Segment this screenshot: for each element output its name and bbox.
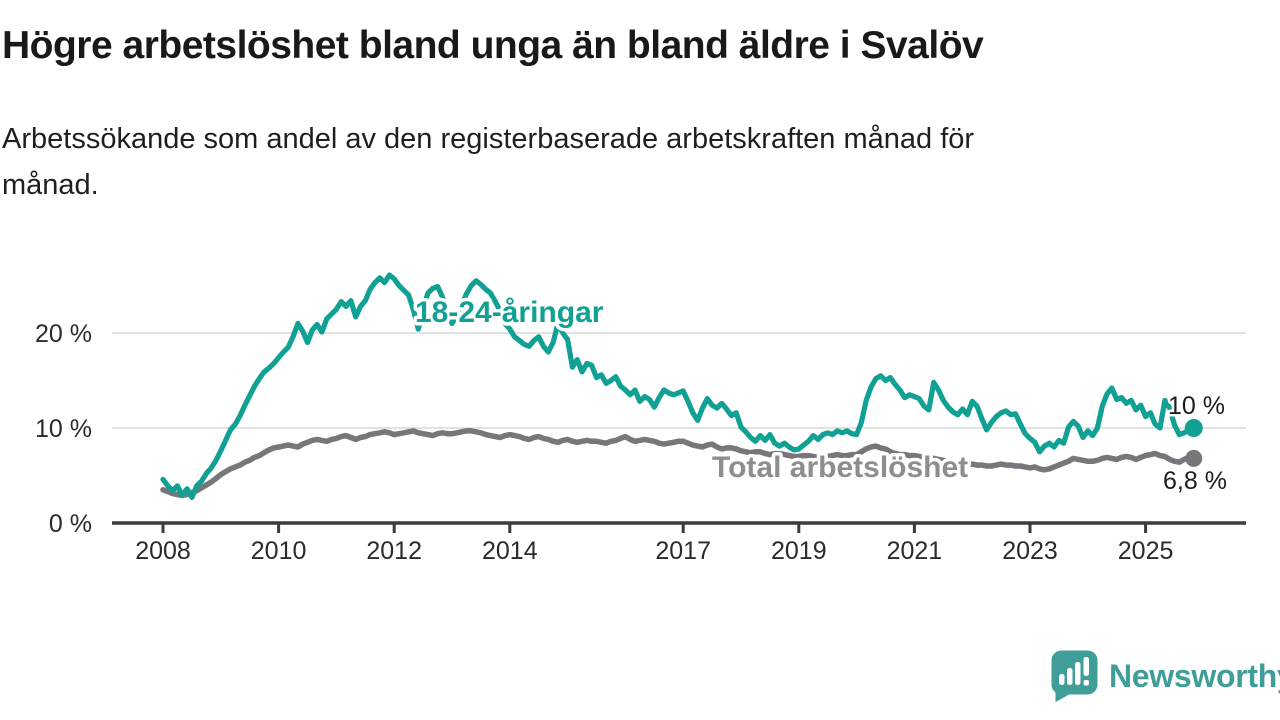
speech-bubble-bar-chart-icon	[1051, 650, 1098, 702]
chart-subtitle-line2: månad.	[2, 169, 99, 201]
series-line-2	[160, 428, 1197, 499]
series-label-1: 18-24-åringar	[415, 296, 604, 329]
x-tick-label: 2025	[1118, 537, 1174, 565]
y-tick-label: 0 %	[49, 510, 92, 538]
chart-subtitle-line1: Arbetssökande som andel av den registerb…	[2, 123, 975, 155]
x-tick-label: 2023	[1002, 537, 1058, 565]
brand-logo: Newsworthy	[1050, 649, 1280, 704]
x-tick-label: 2010	[251, 537, 307, 565]
series-end-dot-2	[1185, 449, 1203, 467]
chart-subtitle: Arbetssökande som andel av den registerb…	[2, 116, 1202, 208]
series-label-2: Total arbetslöshet	[712, 451, 968, 484]
x-tick-label: 2021	[887, 537, 943, 565]
page-title: Högre arbetslöshet bland unga än bland ä…	[2, 24, 984, 67]
series-end-value-1: 10 %	[1168, 392, 1225, 420]
x-tick-label: 2019	[771, 537, 827, 565]
x-tick-label: 2017	[655, 537, 711, 565]
series-line-1	[160, 272, 1197, 500]
x-tick-label: 2012	[366, 537, 422, 565]
brand-name: Newsworthy	[1109, 658, 1280, 694]
series-end-value-2: 6,8 %	[1163, 467, 1227, 495]
y-tick-label: 10 %	[35, 415, 92, 443]
x-tick-label: 2008	[135, 537, 191, 565]
y-tick-label: 20 %	[35, 320, 92, 348]
x-tick-label: 2014	[482, 537, 538, 565]
series-end-dot-1	[1184, 419, 1203, 437]
